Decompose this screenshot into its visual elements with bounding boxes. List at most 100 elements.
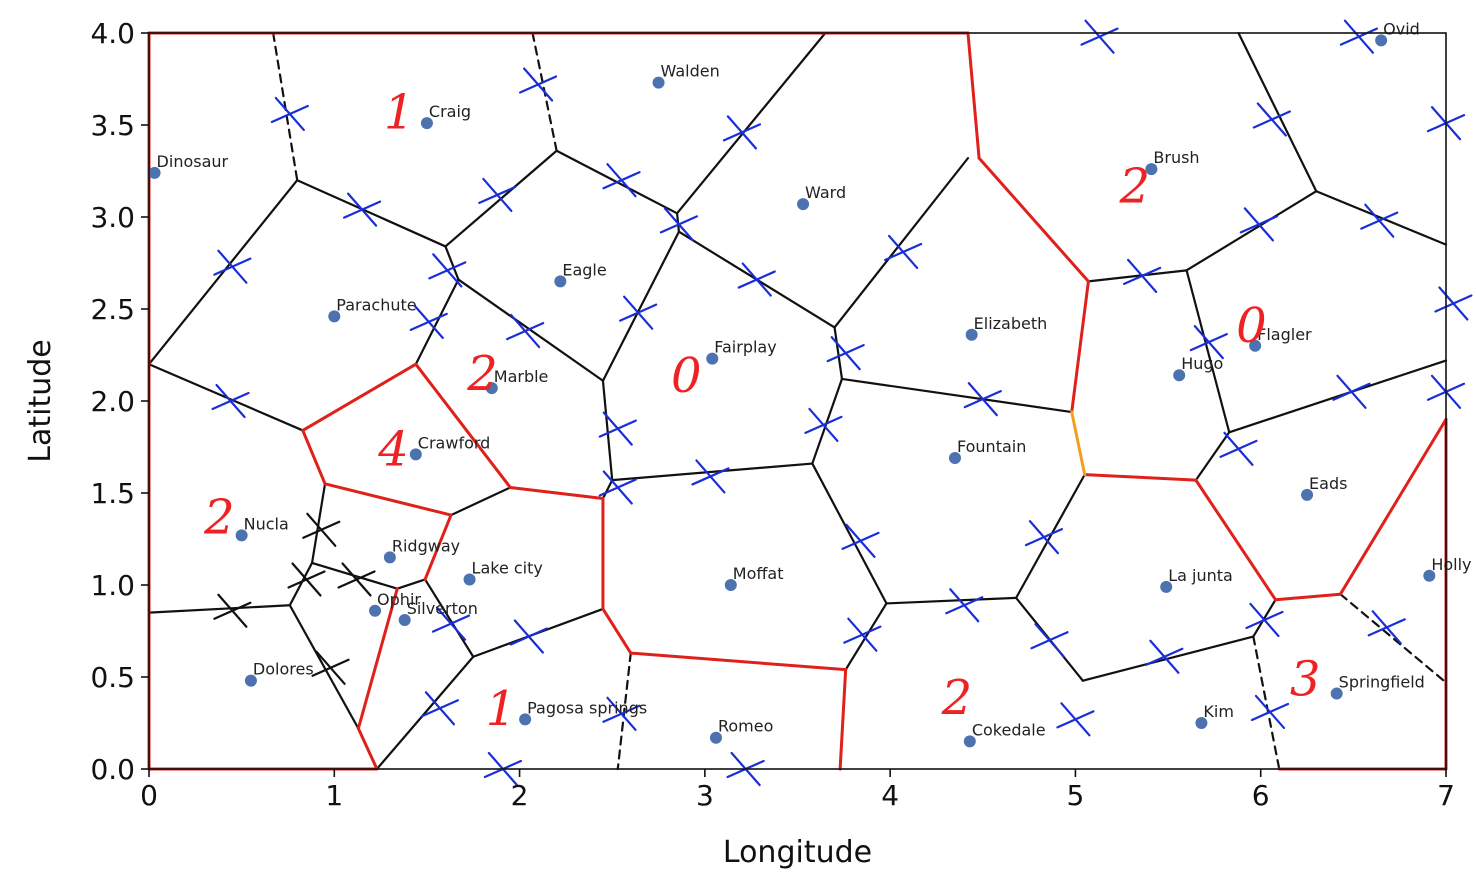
blue-cross-mark <box>213 249 252 284</box>
city-label: Brush <box>1153 148 1199 167</box>
city-label: Crawford <box>418 433 491 452</box>
blue-cross-mark <box>1080 19 1119 54</box>
voronoi-edge <box>1081 635 1255 682</box>
blue-cross-mark <box>270 96 309 132</box>
blue-cross-mark <box>737 262 776 297</box>
city-label: Ward <box>805 183 846 202</box>
city-label: Lake city <box>472 558 543 577</box>
city-point <box>1195 717 1208 729</box>
voronoi-edge <box>147 604 291 614</box>
blue-cross-mark <box>598 470 637 505</box>
red-boundary-edge <box>601 607 633 655</box>
y-tick-label: 1.0 <box>90 569 135 602</box>
voronoi-dashed-edge <box>1252 635 1281 771</box>
city-label: Kim <box>1203 702 1234 721</box>
blue-cross-mark <box>659 207 699 242</box>
city-point <box>1160 580 1173 593</box>
city-point <box>485 382 498 395</box>
blue-cross-mark <box>804 407 843 443</box>
y-tick-label: 3.5 <box>90 109 135 142</box>
x-tick-label: 6 <box>1252 779 1270 812</box>
city-label: Dolores <box>253 660 314 679</box>
handwritten-mark: 4 <box>377 421 409 477</box>
voronoi-edge <box>844 602 888 671</box>
cross-marks <box>211 19 1473 787</box>
city-label: Walden <box>661 62 720 81</box>
blue-cross-mark <box>722 115 762 150</box>
blue-cross-mark <box>1332 374 1371 409</box>
blue-cross-mark <box>509 619 548 654</box>
city-label: Holly <box>1431 555 1471 574</box>
red-boundary-edge <box>414 362 512 489</box>
blue-cross-mark <box>1123 258 1162 293</box>
city-point <box>519 713 532 726</box>
red-boundary-edge <box>977 156 1090 283</box>
voronoi-edge <box>1194 431 1231 482</box>
blue-cross-mark <box>1339 19 1379 54</box>
voronoi-edge <box>833 326 844 381</box>
city-point <box>797 198 810 211</box>
blue-cross-mark <box>1252 102 1291 137</box>
blue-cross-mark <box>945 588 984 623</box>
blue-cross-mark <box>841 523 880 558</box>
voronoi-edge <box>444 245 460 281</box>
city-point <box>398 613 411 626</box>
blue-cross-mark <box>963 382 1002 417</box>
plot-frame <box>148 32 1447 770</box>
y-tick-label: 1.5 <box>90 477 135 510</box>
blue-cross-mark <box>342 192 382 227</box>
black-cross-mark <box>213 593 252 628</box>
voronoi-edge <box>1185 269 1231 434</box>
x-axis-label: Longitude <box>723 835 872 870</box>
city-point <box>652 76 665 89</box>
voronoi-edge <box>1015 473 1086 599</box>
blue-cross-mark <box>1367 610 1406 645</box>
city-label: Dinosaur <box>157 152 229 171</box>
voronoi-edge <box>414 278 460 366</box>
x-tick-label: 3 <box>696 779 714 812</box>
voronoi-edge <box>611 462 814 482</box>
blue-cross-mark <box>1245 602 1284 638</box>
red-boundary-edge <box>423 513 453 581</box>
blue-cross-mark <box>420 691 459 726</box>
blue-cross-mark <box>409 304 448 339</box>
blue-cross-mark <box>602 163 641 198</box>
blue-cross-mark <box>826 336 865 371</box>
city-point <box>409 448 422 461</box>
voronoi-edge <box>675 31 827 215</box>
y-axis-label: Latitude <box>23 339 58 462</box>
city-label: Silverton <box>407 599 478 618</box>
y-tick-label: 4.0 <box>90 17 135 50</box>
city-label: Parachute <box>336 295 416 314</box>
x-tick-label: 5 <box>1067 779 1085 812</box>
city-point <box>963 735 976 748</box>
red-boundary-edge <box>966 31 981 160</box>
voronoi-edge <box>601 379 614 482</box>
handwritten-mark: 3 <box>1290 651 1321 707</box>
city-label: Fountain <box>957 437 1026 456</box>
blue-cross-mark <box>598 411 637 446</box>
blue-cross-mark <box>1030 623 1069 658</box>
voronoi-edge <box>601 230 681 382</box>
city-point <box>554 275 567 288</box>
red-boundary-edge <box>508 485 605 501</box>
x-axis-ticks: 0 1 2 3 4 5 6 7 <box>140 769 1455 812</box>
voronoi-edge <box>457 278 605 382</box>
city-label: Cokedale <box>972 720 1046 739</box>
x-tick-label: 4 <box>881 779 899 812</box>
red-boundary-edge <box>301 428 327 486</box>
city-label: Nucla <box>244 514 289 533</box>
blue-cross-mark <box>1360 203 1399 238</box>
voronoi-edge <box>1228 359 1448 434</box>
blue-cross-mark <box>431 606 471 641</box>
city-point <box>369 604 382 617</box>
y-tick-label: 0.0 <box>90 753 135 786</box>
city-point <box>948 452 961 465</box>
voronoi-edge <box>296 179 447 248</box>
red-boundary-edge <box>323 482 453 517</box>
city-label: Ophir <box>377 590 421 609</box>
blue-cross-mark <box>602 696 641 731</box>
blue-cross-mark <box>691 459 730 494</box>
handwritten-mark: 0 <box>1236 298 1267 354</box>
x-tick-label: 7 <box>1437 779 1455 812</box>
